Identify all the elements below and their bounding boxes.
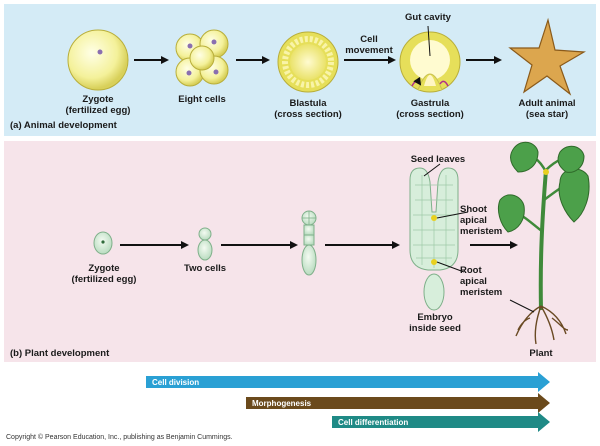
cell-differentiation-bar (332, 412, 550, 432)
two-cells-illustration (197, 227, 213, 261)
embryo-inside-seed-label: Embryo inside seed (409, 312, 461, 334)
plant-root-pointer (509, 299, 535, 313)
seed-leaves-pointer (423, 163, 441, 177)
cell-division-bar (146, 372, 550, 392)
sea-star-illustration (508, 17, 586, 96)
cell-differentiation-bar-label-wrap: Cell differentiation (332, 416, 532, 430)
cell-division-label: Cell division (152, 378, 200, 387)
two-cells-label: Two cells (183, 263, 227, 274)
cell-differentiation-label: Cell differentiation (338, 418, 409, 427)
eight-cells-label: Eight cells (178, 94, 226, 105)
blastula-illustration (277, 31, 339, 93)
gastrula-label: Gastrula (cross section) (396, 98, 464, 120)
gut-cavity-pointer (427, 25, 431, 57)
adult-animal-label: Adult animal (sea star) (518, 98, 576, 120)
root-meristem-pointer (436, 261, 465, 273)
seed-leaves-label: Seed leaves (410, 154, 466, 165)
shoot-meristem-label: Shoot apical meristem (460, 204, 503, 237)
morphogenesis-bar-label-wrap: Morphogenesis (246, 397, 496, 411)
plant-label: Plant (529, 348, 553, 359)
blastula-label: Blastula (cross section) (274, 98, 342, 120)
plant-zygote-label: Zygote (fertilized egg) (71, 263, 137, 285)
root-meristem-label: Root apical meristem (460, 265, 503, 298)
copyright-notice: Copyright © Pearson Education, Inc., pub… (6, 434, 233, 441)
morphogenesis-bar (246, 393, 550, 413)
morphogenesis-label: Morphogenesis (252, 399, 312, 408)
animal-zygote-label: Zygote (fertilized egg) (65, 94, 131, 116)
shoot-meristem-pointer (436, 211, 469, 219)
animal-zygote-illustration (67, 29, 129, 91)
plant-zygote-illustration (93, 231, 113, 255)
cell-movement-label: Cell movement (345, 34, 393, 56)
animal-panel-title: (a) Animal development (10, 120, 117, 131)
adult-plant-illustration (497, 141, 590, 345)
eight-cells-illustration (175, 29, 229, 87)
plant-panel-title: (b) Plant development (10, 348, 110, 359)
embryo-inside-seed-illustration (409, 167, 459, 311)
gut-cavity-label: Gut cavity (405, 12, 451, 23)
early-embryo-illustration (301, 210, 317, 276)
gastrula-illustration (399, 31, 461, 93)
cell-division-bar-label-wrap: Cell division (146, 376, 446, 390)
